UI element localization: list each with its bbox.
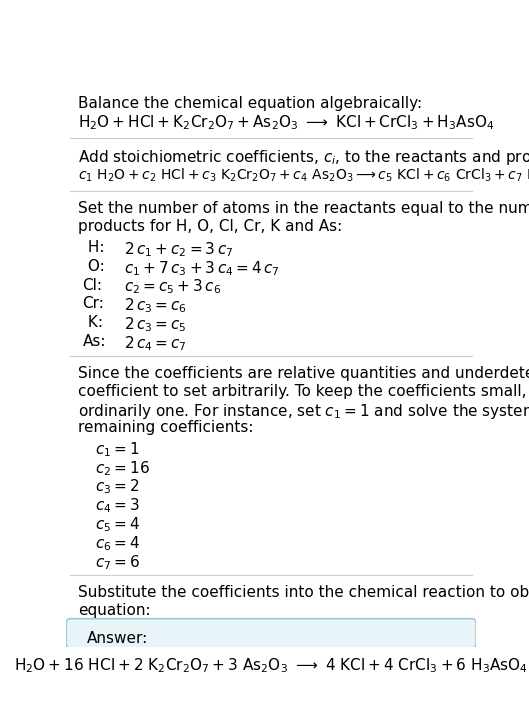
Text: $\mathrm{H_2O + 16\ HCl + 2\ K_2Cr_2O_7 + 3\ As_2O_3 \ \longrightarrow \ 4\ KCl : $\mathrm{H_2O + 16\ HCl + 2\ K_2Cr_2O_7 …: [14, 656, 528, 675]
Text: $c_1 + 7\,c_3 + 3\,c_4 = 4\,c_7$: $c_1 + 7\,c_3 + 3\,c_4 = 4\,c_7$: [124, 259, 279, 278]
Text: As:: As:: [83, 334, 106, 349]
Text: $2\,c_3 = c_6$: $2\,c_3 = c_6$: [124, 297, 187, 316]
Text: products for H, O, Cl, Cr, K and As:: products for H, O, Cl, Cr, K and As:: [78, 219, 343, 234]
Text: Substitute the coefficients into the chemical reaction to obtain the balanced: Substitute the coefficients into the che…: [78, 585, 529, 600]
Text: $c_6 = 4$: $c_6 = 4$: [95, 534, 140, 553]
Text: H:: H:: [83, 240, 104, 255]
Text: $c_5 = 4$: $c_5 = 4$: [95, 515, 140, 534]
Text: $c_1\ \mathrm{H_2O} + c_2\ \mathrm{HCl} + c_3\ \mathrm{K_2Cr_2O_7} + c_4\ \mathr: $c_1\ \mathrm{H_2O} + c_2\ \mathrm{HCl} …: [78, 166, 529, 184]
Text: remaining coefficients:: remaining coefficients:: [78, 420, 254, 435]
Text: $\mathrm{H_2O + HCl + K_2Cr_2O_7 + As_2O_3 \ \longrightarrow \ KCl + CrCl_3 + H_: $\mathrm{H_2O + HCl + K_2Cr_2O_7 + As_2O…: [78, 113, 495, 132]
Text: Set the number of atoms in the reactants equal to the number of atoms in the: Set the number of atoms in the reactants…: [78, 201, 529, 216]
Text: $c_7 = 6$: $c_7 = 6$: [95, 553, 140, 571]
Text: Balance the chemical equation algebraically:: Balance the chemical equation algebraica…: [78, 96, 423, 111]
Text: equation:: equation:: [78, 603, 151, 618]
Text: $c_3 = 2$: $c_3 = 2$: [95, 478, 139, 497]
Text: K:: K:: [83, 316, 103, 330]
Text: Cl:: Cl:: [83, 278, 103, 293]
Text: $c_2 = 16$: $c_2 = 16$: [95, 459, 150, 478]
Text: Answer:: Answer:: [87, 631, 148, 646]
Text: ordinarily one. For instance, set $c_1 = 1$ and solve the system of equations fo: ordinarily one. For instance, set $c_1 =…: [78, 402, 529, 421]
Text: O:: O:: [83, 259, 104, 274]
Text: Since the coefficients are relative quantities and underdetermined, choose a: Since the coefficients are relative quan…: [78, 366, 529, 382]
Text: Add stoichiometric coefficients, $c_i$, to the reactants and products:: Add stoichiometric coefficients, $c_i$, …: [78, 148, 529, 167]
Text: $c_4 = 3$: $c_4 = 3$: [95, 497, 140, 515]
FancyBboxPatch shape: [66, 619, 476, 648]
Text: Cr:: Cr:: [83, 297, 104, 311]
Text: $2\,c_3 = c_5$: $2\,c_3 = c_5$: [124, 316, 186, 334]
Text: $c_1 = 1$: $c_1 = 1$: [95, 440, 140, 459]
Text: coefficient to set arbitrarily. To keep the coefficients small, the arbitrary va: coefficient to set arbitrarily. To keep …: [78, 385, 529, 399]
Text: $2\,c_4 = c_7$: $2\,c_4 = c_7$: [124, 334, 186, 353]
Text: $2\,c_1 + c_2 = 3\,c_7$: $2\,c_1 + c_2 = 3\,c_7$: [124, 240, 233, 259]
Text: $c_2 = c_5 + 3\,c_6$: $c_2 = c_5 + 3\,c_6$: [124, 278, 221, 297]
